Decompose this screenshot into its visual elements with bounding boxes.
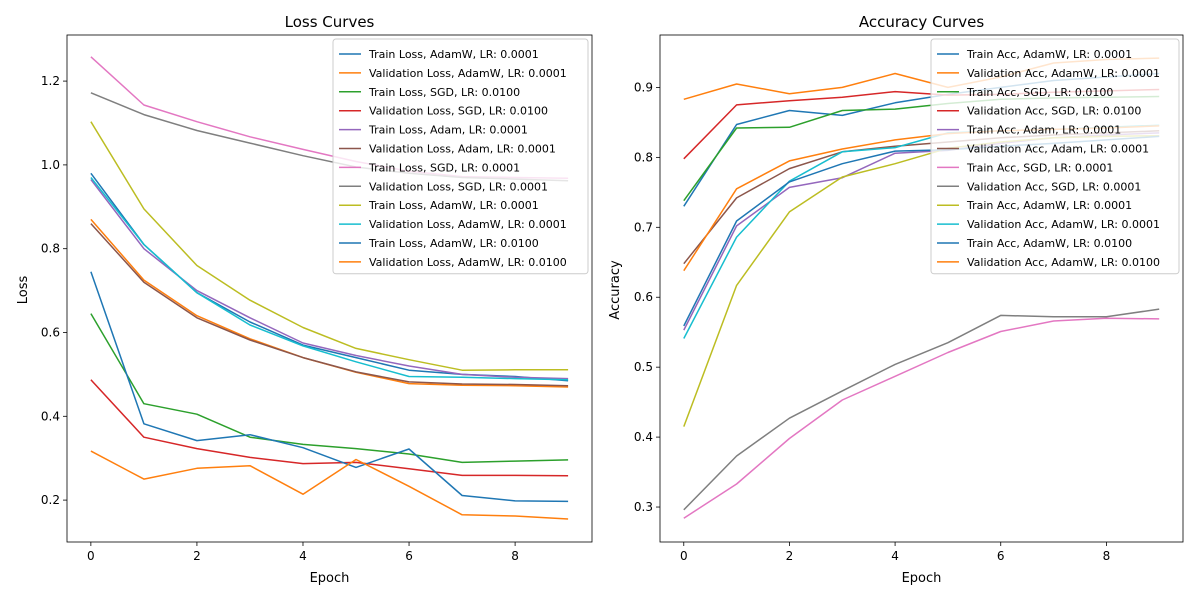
accuracy-legend-box (930, 38, 1180, 275)
accuracy-x-tick-label: 8 (1103, 549, 1111, 563)
accuracy-legend-label-11: Train Acc, AdamW, LR: 0.0100 (966, 237, 1132, 250)
loss-series-line-9 (90, 121, 569, 371)
accuracy-x-tick-label: 0 (680, 549, 688, 563)
loss-x-tick-label: 6 (405, 549, 413, 563)
loss-y-tick-label: 1.2 (41, 74, 60, 88)
accuracy-legend-label-1: Train Acc, AdamW, LR: 0.0001 (966, 48, 1132, 61)
loss-legend-label-7: Train Loss, SGD, LR: 0.0001 (368, 161, 520, 174)
accuracy-x-tick-label: 4 (891, 549, 899, 563)
loss-legend-label-2: Validation Loss, AdamW, LR: 0.0001 (369, 67, 567, 80)
loss-series-line-10 (90, 177, 569, 381)
accuracy-legend-label-12: Validation Acc, AdamW, LR: 0.0100 (967, 256, 1160, 269)
loss-chart-plot-area: 0 2 4 6 8 0.2 0.4 0.6 0.8 1.0 1.2 Train Loss, AdamW… (41, 34, 593, 563)
accuracy-y-axis: 0.3 0.4 0.5 0.6 0.7 0.8 0.9 (634, 80, 660, 514)
loss-chart-xlabel: Epoch (310, 571, 350, 586)
loss-series-line-5 (90, 179, 569, 380)
accuracy-y-tick-label: 0.3 (634, 500, 653, 514)
loss-legend-label-5: Train Loss, Adam, LR: 0.0001 (368, 124, 528, 137)
accuracy-y-tick-label: 0.7 (634, 220, 653, 234)
loss-series-lines (90, 56, 569, 520)
loss-series-line-4 (90, 379, 569, 477)
loss-y-tick-label: 0.6 (41, 325, 60, 339)
loss-y-axis: 0.2 0.4 0.6 0.8 1.0 1.2 (41, 74, 67, 507)
loss-x-tick-label: 8 (511, 549, 519, 563)
accuracy-series-line-8 (683, 308, 1160, 511)
loss-y-tick-label: 0.4 (41, 409, 60, 423)
loss-x-tick-label: 4 (299, 549, 307, 563)
accuracy-x-axis: 0 2 4 6 8 (680, 542, 1110, 563)
loss-x-tick-label: 2 (193, 549, 201, 563)
accuracy-legend-label-7: Train Acc, SGD, LR: 0.0001 (966, 161, 1113, 174)
accuracy-series-line-7 (683, 317, 1160, 519)
accuracy-legend-label-3: Train Acc, SGD, LR: 0.0100 (966, 86, 1113, 99)
accuracy-chart-xlabel: Epoch (902, 571, 942, 586)
accuracy-legend-label-5: Train Acc, Adam, LR: 0.0001 (966, 124, 1121, 137)
loss-legend-label-9: Train Loss, AdamW, LR: 0.0001 (368, 199, 539, 212)
loss-legend-label-3: Train Loss, SGD, LR: 0.0100 (368, 86, 520, 99)
loss-legend-label-12: Validation Loss, AdamW, LR: 0.0100 (369, 256, 567, 269)
loss-x-axis: 0 2 4 6 8 (87, 542, 519, 563)
accuracy-axes-frame (659, 34, 1184, 543)
accuracy-x-tick-label: 2 (786, 549, 794, 563)
loss-chart: Loss Curves Epoch Loss 0 2 4 6 8 0.2 0.4 0.6 0.8… (16, 13, 593, 586)
loss-legend-label-8: Validation Loss, SGD, LR: 0.0001 (369, 180, 548, 193)
accuracy-y-tick-label: 0.4 (634, 430, 653, 444)
loss-y-tick-label: 0.2 (41, 493, 60, 507)
loss-x-tick-label: 0 (87, 549, 95, 563)
accuracy-x-tick-label: 6 (997, 549, 1005, 563)
loss-legend: Train Loss, AdamW, LR: 0.0001 Validation … (332, 38, 589, 275)
loss-legend-box (332, 38, 589, 275)
accuracy-legend-label-2: Validation Acc, AdamW, LR: 0.0001 (967, 67, 1160, 80)
loss-legend-label-10: Validation Loss, AdamW, LR: 0.0001 (369, 218, 567, 231)
accuracy-y-tick-label: 0.6 (634, 290, 653, 304)
accuracy-chart-title: Accuracy Curves (859, 13, 985, 31)
accuracy-legend: Train Acc, AdamW, LR: 0.0001 Validation A… (930, 38, 1180, 275)
accuracy-legend-label-9: Train Acc, AdamW, LR: 0.0001 (966, 199, 1132, 212)
accuracy-chart-ylabel: Accuracy (608, 260, 623, 320)
accuracy-legend-label-4: Validation Acc, SGD, LR: 0.0100 (967, 105, 1141, 118)
accuracy-y-tick-label: 0.9 (634, 80, 653, 94)
accuracy-chart: Accuracy Curves Epoch Accuracy 0 2 4 6 80.30… (608, 13, 1184, 586)
accuracy-legend-label-10: Validation Acc, AdamW, LR: 0.0001 (967, 218, 1160, 231)
accuracy-legend-label-6: Validation Acc, Adam, LR: 0.0001 (967, 143, 1149, 156)
loss-legend-label-11: Train Loss, AdamW, LR: 0.0100 (368, 237, 539, 250)
loss-axes-frame (66, 34, 593, 543)
loss-legend-label-6: Validation Loss, Adam, LR: 0.0001 (369, 143, 556, 156)
loss-series-line-3 (90, 313, 569, 464)
accuracy-y-tick-label: 0.5 (634, 360, 653, 374)
loss-series-line-6 (90, 223, 569, 387)
loss-chart-ylabel: Loss (16, 276, 31, 305)
accuracy-legend-label-8: Validation Acc, SGD, LR: 0.0001 (967, 180, 1141, 193)
loss-legend-label-4: Validation Loss, SGD, LR: 0.0100 (369, 105, 548, 118)
loss-y-tick-label: 1.0 (41, 158, 60, 172)
accuracy-y-tick-label: 0.8 (634, 150, 653, 164)
loss-legend-label-1: Train Loss, AdamW, LR: 0.0001 (368, 48, 539, 61)
loss-y-tick-label: 0.8 (41, 242, 60, 256)
accuracy-chart-plot-area: 0 2 4 6 8 0.3 0.4 0.5 0.6 0.7 0.8 0.9 Train Acc, Ada… (634, 34, 1184, 563)
loss-chart-title: Loss Curves (285, 13, 375, 31)
loss-series-line-12 (90, 450, 569, 520)
loss-series-line-11 (90, 271, 569, 503)
